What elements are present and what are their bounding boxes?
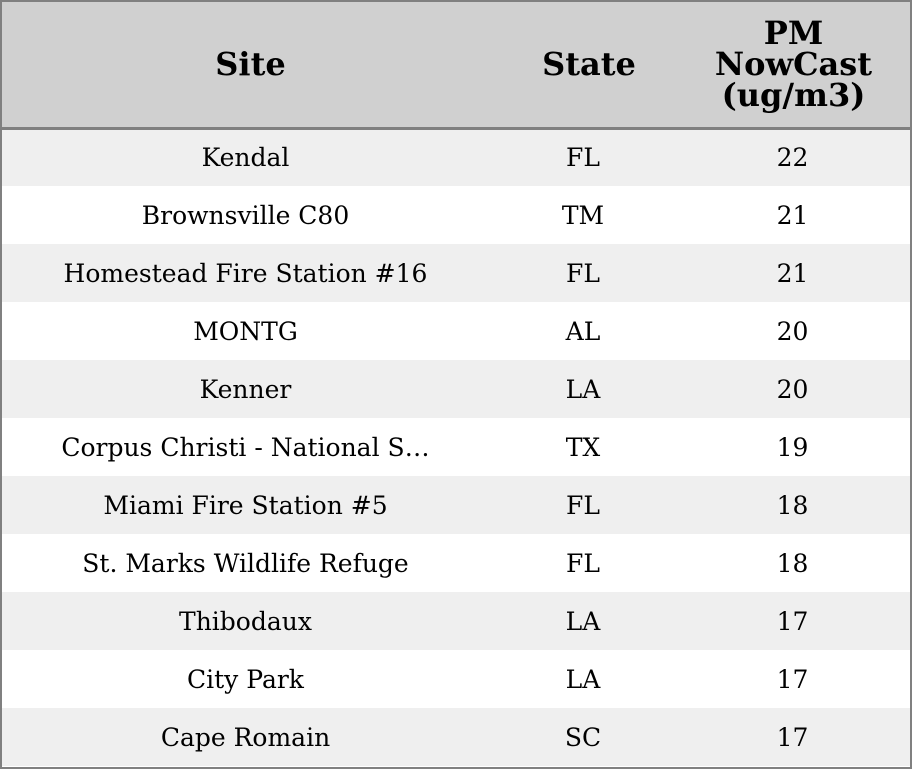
cell-site: Kenner [199,374,292,404]
cell-pm-nowcast: 20 [776,374,809,404]
cell-site: Corpus Christi - National S… [61,432,430,462]
column-header-state-label: State [542,44,636,83]
column-header-pm-nowcast: PM NowCast (ug/m3) [667,2,910,130]
cell-state: LA [565,606,601,636]
table-row: Cape Romain SC 17 [2,708,910,766]
cell-pm-nowcast: 17 [776,722,809,752]
cell-state: TX [565,432,601,462]
cell-site: St. Marks Wildlife Refuge [82,548,409,578]
table-header: Site State PM NowCast (ug/m3) [2,2,910,130]
cell-pm-nowcast: 20 [776,316,809,346]
column-header-state: State [499,2,667,130]
cell-pm-nowcast: 21 [776,200,809,230]
table-row: Homestead Fire Station #16 FL 21 [2,244,910,302]
column-header-pm-line2: NowCast [714,44,873,83]
cell-site: Homestead Fire Station #16 [63,258,428,288]
table-row: Miami Fire Station #5 FL 18 [2,476,910,534]
cell-site: MONTG [193,316,298,346]
table-row: Kenner LA 20 [2,360,910,418]
cell-state: FL [566,490,600,520]
cell-state: FL [566,548,600,578]
cell-site: Kendal [201,143,290,173]
column-header-pm-line3: (ug/m3) [721,75,866,114]
cell-site: City Park [187,664,304,694]
cell-site: Brownsville C80 [141,200,350,230]
cell-pm-nowcast: 17 [776,606,809,636]
table-row: Brownsville C80 TM 21 [2,186,910,244]
cell-state: LA [565,374,601,404]
table-row: Thibodaux LA 17 [2,592,910,650]
cell-site: Thibodaux [179,606,312,636]
column-header-pm-line1: PM [763,13,824,52]
cell-state: SC [564,722,602,752]
cell-site: Miami Fire Station #5 [103,490,388,520]
cell-state: LA [565,664,601,694]
cell-site: Cape Romain [160,722,331,752]
table-row: Kendal FL 22 [2,128,910,186]
cell-state: FL [566,143,600,173]
column-header-site-label: Site [215,44,286,83]
table-row: St. Marks Wildlife Refuge FL 18 [2,534,910,592]
column-header-site: Site [2,2,499,130]
table-row: Corpus Christi - National S… TX 19 [2,418,910,476]
cell-state: AL [565,316,601,346]
cell-pm-nowcast: 18 [776,548,809,578]
cell-pm-nowcast: 17 [776,664,809,694]
table-row: City Park LA 17 [2,650,910,708]
cell-state: TM [561,200,605,230]
cell-pm-nowcast: 22 [776,143,809,173]
cell-state: FL [566,258,600,288]
cell-pm-nowcast: 21 [776,258,809,288]
header-row: Site State PM NowCast (ug/m3) [2,2,910,130]
cell-pm-nowcast: 19 [776,432,809,462]
cell-pm-nowcast: 18 [776,490,809,520]
table-body: Kendal FL 22 Brownsville C80 TM 21 Homestead F… [2,128,910,766]
table-row: MONTG AL 20 [2,302,910,360]
